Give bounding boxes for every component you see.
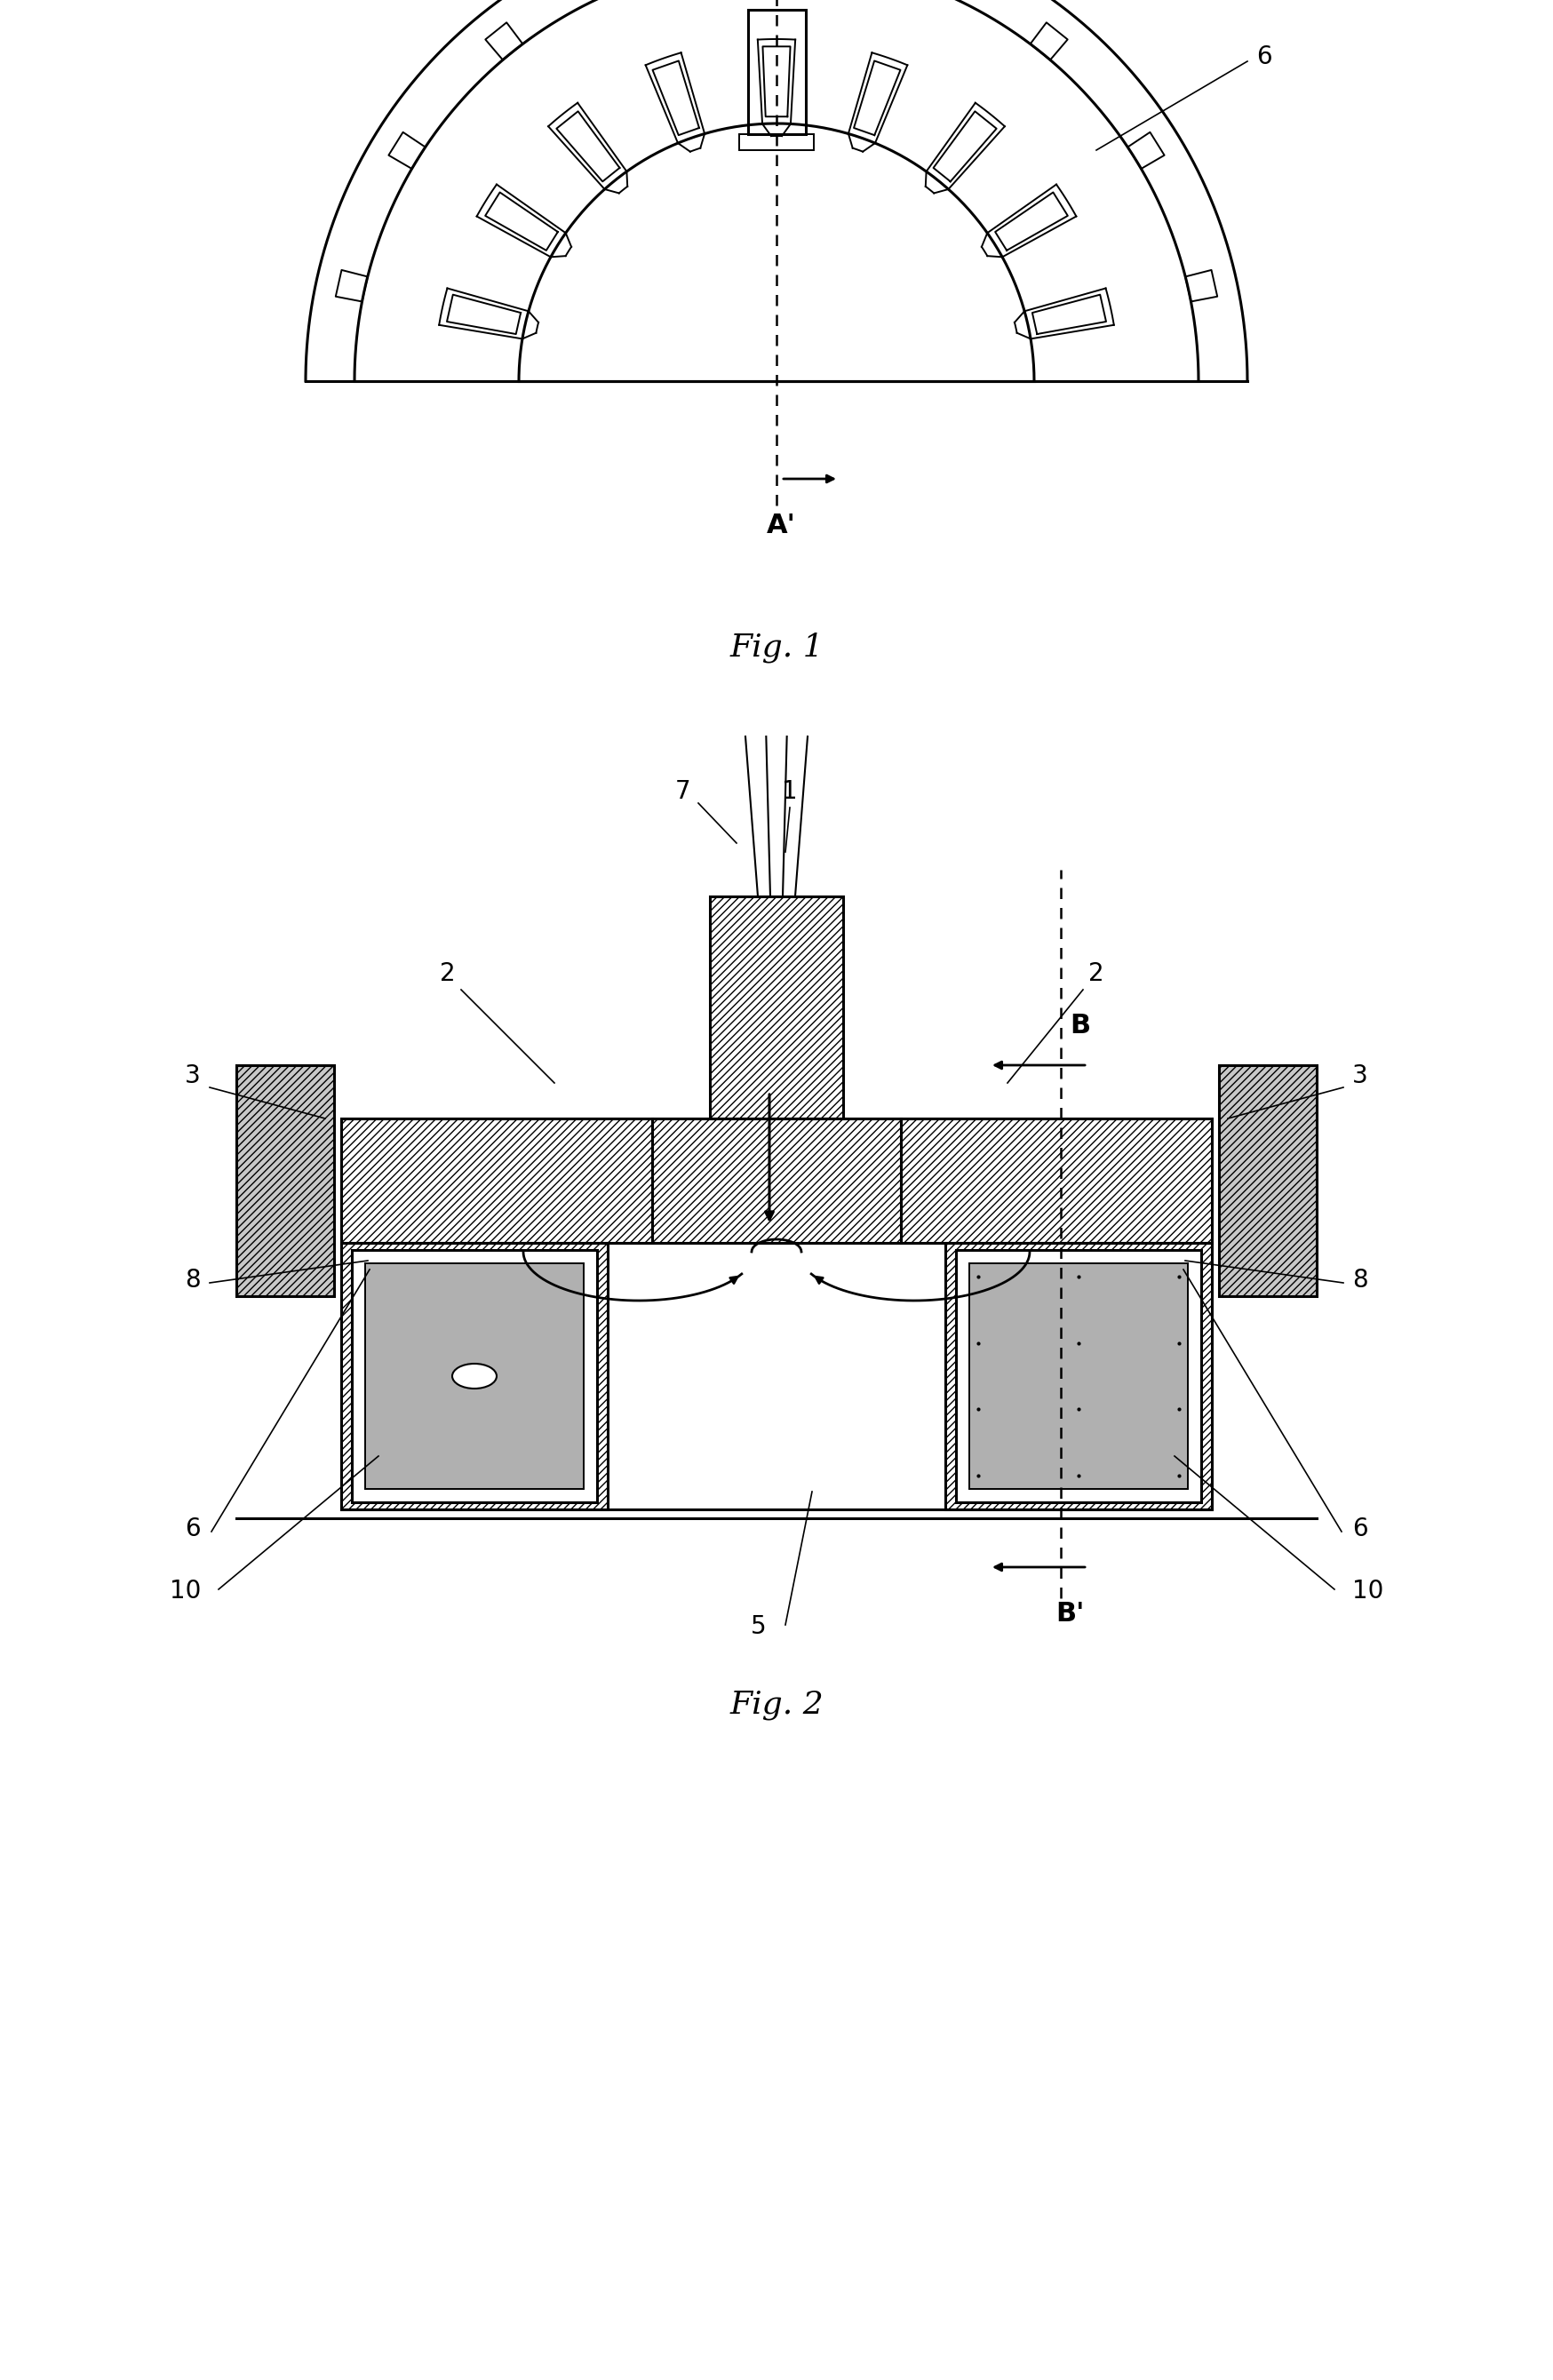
Bar	[969, 1264, 1188, 1490]
Bar	[652, 1119, 901, 1242]
Bar	[1219, 1066, 1317, 1297]
Text: B': B'	[1056, 1602, 1084, 1626]
Text: 10: 10	[1353, 1578, 1384, 1604]
Bar	[957, 1250, 1200, 1502]
Bar	[739, 133, 814, 150]
Text: Fig. 2: Fig. 2	[730, 1690, 823, 1721]
Text: 6: 6	[185, 1516, 200, 1542]
Text: 8: 8	[1353, 1269, 1368, 1292]
Bar	[342, 1242, 607, 1509]
Text: 2: 2	[1089, 962, 1104, 985]
Text: 2: 2	[439, 962, 455, 985]
Text: 6: 6	[1353, 1516, 1368, 1542]
Bar	[353, 1250, 596, 1502]
Bar	[365, 1264, 584, 1490]
Bar	[946, 1242, 1211, 1509]
Bar	[342, 1119, 652, 1242]
Text: A': A'	[766, 512, 795, 538]
Text: 3: 3	[185, 1064, 200, 1088]
Text: B: B	[1070, 1014, 1090, 1038]
Text: 3: 3	[1353, 1064, 1368, 1088]
Text: 8: 8	[185, 1269, 200, 1292]
Text: 1: 1	[783, 778, 798, 804]
Text: 5: 5	[752, 1614, 767, 1640]
Bar	[747, 10, 806, 133]
Ellipse shape	[452, 1364, 497, 1388]
Text: 6: 6	[1256, 45, 1272, 69]
Text: 10: 10	[169, 1578, 200, 1604]
Text: Fig. 1: Fig. 1	[730, 633, 823, 664]
Bar	[710, 897, 843, 1119]
Bar	[236, 1066, 334, 1297]
Bar	[901, 1119, 1211, 1242]
Text: 7: 7	[676, 778, 691, 804]
